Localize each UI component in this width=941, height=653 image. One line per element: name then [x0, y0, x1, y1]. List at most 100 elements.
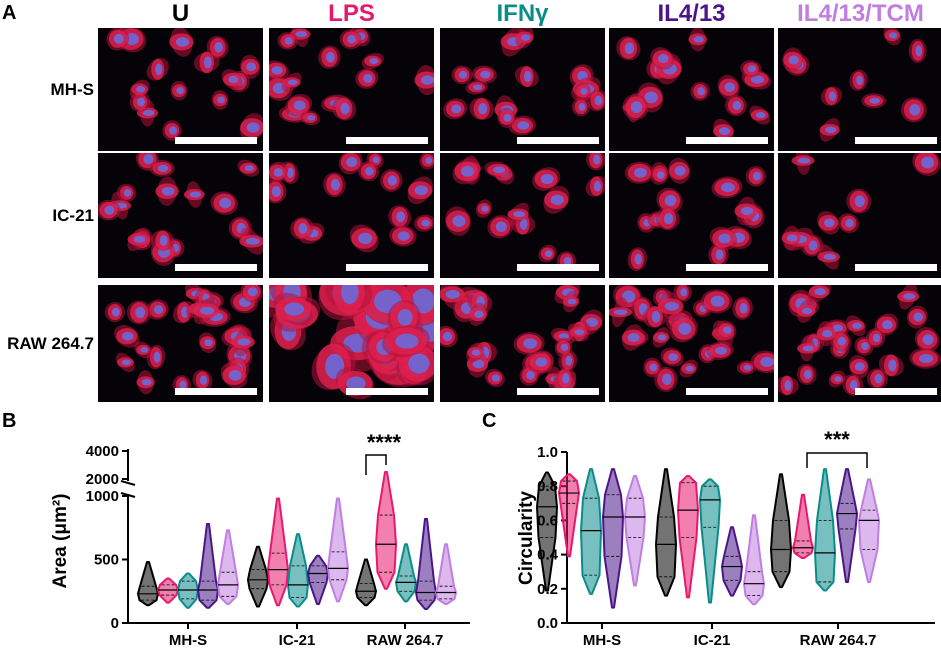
cell-nucleus [630, 101, 643, 114]
cell-nucleus [784, 380, 792, 391]
violin [814, 468, 836, 592]
cell-nucleus [271, 66, 283, 75]
cell-nucleus [747, 65, 757, 73]
cell-nucleus [346, 376, 366, 391]
cell-nucleus [358, 232, 373, 245]
column-header-1: LPS [328, 0, 375, 27]
cell-nucleus [284, 302, 305, 316]
y-tick-label: 500 [94, 552, 119, 569]
cell-nucleus [685, 365, 694, 372]
cell-nucleus [397, 231, 410, 241]
cell-nucleus [228, 370, 242, 381]
cell-nucleus [624, 42, 635, 55]
cell-nucleus [143, 153, 154, 165]
violin [375, 471, 397, 590]
cell-nucleus [473, 84, 483, 91]
cell-nucleus [828, 91, 836, 101]
violin [217, 529, 239, 605]
scale-bar [517, 264, 599, 271]
cell-nucleus [861, 342, 869, 351]
cell-nucleus [200, 306, 215, 315]
micrograph-cells [440, 285, 603, 396]
cell-nucleus [752, 171, 761, 181]
micrograph-2-2 [440, 285, 605, 402]
micrograph-2-1 [269, 285, 434, 402]
column-header-4: IL4/13/TCM [797, 0, 924, 27]
cell-nucleus [176, 87, 184, 95]
cell-nucleus [909, 104, 921, 116]
cell-nucleus [112, 307, 120, 317]
cell-nucleus [503, 113, 512, 122]
micrograph-0-4 [778, 28, 941, 151]
cell-nucleus [425, 156, 433, 164]
cell-nucleus [919, 353, 934, 364]
cell-nucleus [153, 351, 161, 363]
micrograph-0-2 [440, 28, 605, 151]
cell-nucleus [651, 311, 661, 323]
micrograph-1-0 [98, 153, 263, 278]
cell-nucleus [153, 305, 164, 315]
cell-nucleus [664, 213, 674, 225]
cell-nucleus [657, 334, 667, 341]
cell-nucleus [755, 112, 766, 119]
cell-nucleus [284, 37, 293, 45]
micrograph-cells [616, 28, 772, 144]
micrograph-cells [609, 285, 774, 392]
cell-nucleus [724, 82, 736, 93]
cell-nucleus [854, 195, 865, 208]
micrograph-cells [269, 28, 434, 126]
cell-nucleus [634, 167, 647, 178]
cell-nucleus [189, 191, 202, 198]
cell-nucleus [580, 88, 588, 95]
cell-nucleus [802, 345, 814, 352]
cell-nucleus [513, 211, 526, 218]
violin [770, 473, 792, 589]
cell-nucleus [517, 121, 530, 130]
micrograph-2-3 [609, 285, 774, 402]
cell-nucleus [340, 102, 350, 115]
cell-nucleus [387, 175, 397, 186]
violin [858, 478, 880, 583]
cell-nucleus [657, 53, 669, 64]
scale-bar [855, 264, 937, 271]
cell-nucleus [664, 301, 679, 311]
cell-nucleus [874, 373, 883, 384]
cell-nucleus [142, 109, 155, 116]
scale-bar [686, 264, 768, 271]
cell-nucleus [140, 347, 149, 353]
x-tick-label: MH-S [583, 632, 621, 649]
cell-nucleus [869, 97, 880, 104]
scale-bar [346, 264, 428, 271]
violin [602, 468, 624, 609]
cell-nucleus [519, 218, 528, 230]
cell-nucleus [845, 218, 854, 228]
cell-nucleus [245, 237, 260, 245]
cell-nucleus [888, 359, 897, 372]
cell-nucleus [544, 250, 553, 258]
cell-nucleus [567, 298, 577, 305]
axis-break [120, 480, 136, 486]
column-header-3: IL4/13 [657, 0, 726, 27]
micrograph-1-3 [609, 153, 774, 278]
cell-nucleus [520, 34, 531, 41]
cell-nucleus [325, 51, 335, 63]
cell-nucleus [137, 97, 145, 107]
cell-nucleus [298, 223, 308, 234]
cell-nucleus [535, 357, 548, 367]
scale-bar [175, 388, 257, 395]
micrograph-2-0 [98, 285, 263, 402]
scale-bar [855, 137, 937, 144]
scale-bar [346, 388, 428, 395]
cell-nucleus [219, 197, 232, 209]
circularity-significance-marker: *** [824, 427, 850, 452]
cell-nucleus [674, 165, 686, 176]
cell-nucleus [786, 234, 798, 242]
violin [177, 572, 199, 609]
cell-nucleus [644, 91, 658, 104]
cell-nucleus [903, 293, 916, 300]
micrograph-cells [106, 28, 263, 143]
cell-nucleus [204, 339, 213, 347]
cell-nucleus [788, 55, 799, 65]
cell-nucleus [293, 100, 306, 111]
micrograph-cells [269, 285, 434, 400]
